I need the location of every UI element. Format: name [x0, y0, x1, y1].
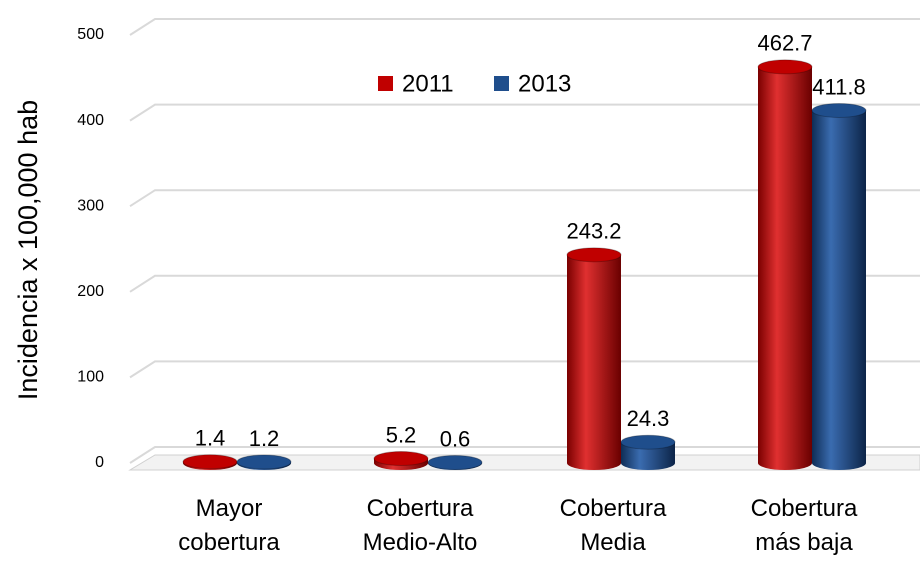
bar-top — [182, 454, 238, 470]
value-label: 243.2 — [566, 219, 621, 244]
bar-top — [620, 434, 676, 450]
bar — [621, 442, 675, 470]
y-tick-label: 0 — [95, 454, 104, 471]
value-label: 462.7 — [757, 31, 812, 56]
bar-top — [427, 454, 483, 470]
y-tick-label: 300 — [77, 197, 104, 214]
x-tick-label: Cobertura Medio-Alto — [362, 495, 478, 556]
grid-line — [129, 189, 920, 208]
legend-label: 2011 — [402, 70, 454, 97]
bar-top — [236, 454, 292, 470]
value-label: 1.2 — [249, 426, 280, 451]
x-tick-label: Mayor cobertura — [178, 495, 280, 556]
y-tick-label: 100 — [77, 369, 104, 386]
bar — [758, 66, 812, 470]
x-tick-label: Cobertura más baja — [750, 495, 858, 556]
bar-top — [811, 102, 867, 118]
bar — [812, 110, 866, 470]
bar — [567, 254, 621, 470]
legend-swatch — [378, 76, 393, 91]
value-label: 1.4 — [195, 426, 226, 451]
y-axis-label: Incidencia x 100,000 hab — [13, 100, 43, 400]
legend-label: 2013 — [518, 70, 571, 97]
value-label: 24.3 — [627, 406, 670, 431]
bar-top — [373, 451, 429, 467]
grid-line — [129, 18, 920, 36]
bar-top — [757, 59, 813, 75]
grid-line — [129, 274, 920, 293]
y-tick-label: 200 — [77, 283, 104, 300]
y-tick-label: 400 — [77, 112, 104, 129]
value-label: 5.2 — [386, 422, 417, 447]
value-label: 411.8 — [812, 74, 865, 99]
grid-line — [129, 360, 920, 379]
value-label: 0.6 — [440, 426, 471, 451]
bar-top — [566, 247, 622, 263]
x-tick-label: Cobertura Media — [559, 495, 667, 556]
grid-line — [129, 103, 920, 122]
y-tick-label: 500 — [77, 26, 104, 43]
legend-swatch — [494, 76, 509, 91]
floor — [128, 454, 920, 471]
